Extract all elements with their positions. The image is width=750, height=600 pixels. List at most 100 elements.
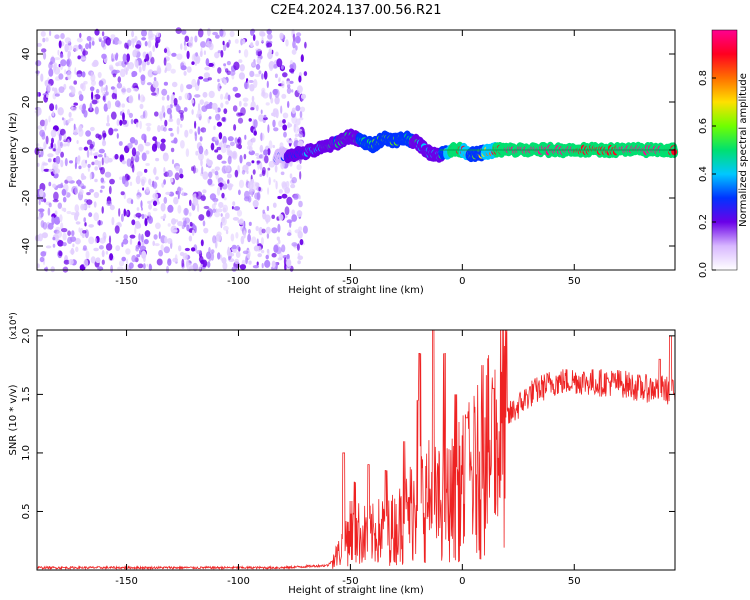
spectrogram-noise-cell xyxy=(185,148,190,158)
spectrogram-noise-cell xyxy=(300,106,306,113)
spectrogram-noise-cell xyxy=(261,87,266,94)
spectrogram-noise-cell xyxy=(250,107,255,111)
spectrogram-noise-cell xyxy=(64,37,72,44)
spectrogram-noise-cell xyxy=(203,205,210,210)
spectrogram-noise-cell xyxy=(279,32,284,40)
spectrogram-noise-cell xyxy=(60,151,64,158)
spectrogram-noise-cell xyxy=(103,103,109,112)
spectrogram-noise-cell xyxy=(122,53,127,63)
spectrogram-noise-cell xyxy=(101,130,107,139)
spectrogram-noise-cell xyxy=(291,107,296,114)
spectrogram-noise-cell xyxy=(38,154,41,158)
spectrogram-noise-cell xyxy=(63,259,70,265)
snr-panel: -150 -100 -50 0 50 0.5 1.0 1.5 2.0 Height of st… xyxy=(8,312,676,596)
spectrogram-noise-cell xyxy=(278,214,284,221)
spectrogram-noise-cell xyxy=(83,80,88,85)
spectrogram-noise-cell xyxy=(298,75,302,83)
spectrogram-noise-cell xyxy=(234,38,239,44)
spectrogram-noise-cell xyxy=(37,125,43,130)
spectrogram-noise-cell xyxy=(183,40,186,47)
spectrogram-noise-cell xyxy=(234,169,239,178)
spectrogram-noise-cell xyxy=(224,212,230,219)
spectrogram-noise-cell xyxy=(283,257,287,267)
spectrogram-noise-cell xyxy=(145,186,150,193)
spectrogram-noise-cell xyxy=(52,148,56,152)
spectrogram-noise-cell xyxy=(50,129,57,138)
spectrogram-panel: -150 -100 -50 0 50 -40 -20 0 20 40 Height of str… xyxy=(8,27,679,296)
snr-x-axis-label: Height of straight line (km) xyxy=(288,585,424,596)
spectrogram-noise-cell xyxy=(163,57,167,66)
spectrogram-noise-cell xyxy=(158,113,164,120)
spectrogram-noise-cell xyxy=(256,57,262,65)
spectrogram-noise-cell xyxy=(51,137,54,144)
spectrogram-noise-cell xyxy=(227,136,234,142)
spectrogram-noise-cell xyxy=(221,257,227,264)
spectrogram-noise-cell xyxy=(191,229,195,236)
spectrogram-noise-cell xyxy=(107,100,112,110)
spectrogram-noise-cell xyxy=(286,258,292,267)
spectrogram-noise-cell xyxy=(51,87,55,92)
spectrogram-noise-cell xyxy=(94,159,100,166)
spectrogram-noise-cell xyxy=(227,179,230,185)
spectrogram-noise-cell xyxy=(194,35,198,43)
spectrogram-noise-cell xyxy=(189,221,193,227)
spectrogram-noise-cell xyxy=(152,181,158,189)
spectrogram-noise-cell xyxy=(74,237,81,245)
spectrogram-noise-cell xyxy=(286,87,292,94)
spectrogram-noise-cell xyxy=(237,138,241,143)
spectrogram-noise-cell xyxy=(76,37,83,43)
spectrogram-noise-cell xyxy=(242,250,249,255)
spectrogram-noise-cell xyxy=(131,219,136,226)
spectrogram-noise-cell xyxy=(195,191,203,200)
spectrogram-noise-cell xyxy=(253,79,258,88)
spectrogram-noise-cell xyxy=(52,110,55,117)
spectrogram-noise-cell xyxy=(186,66,192,73)
snr-multiplier-label: (x10⁴) xyxy=(9,312,19,339)
y-tick-label: 0 xyxy=(21,147,32,153)
spectrogram-noise-cell xyxy=(211,168,216,174)
spectrogram-noise-cell xyxy=(114,100,121,108)
spectrogram-noise-cell xyxy=(54,216,61,225)
spectrogram-noise-cell xyxy=(295,45,298,51)
spectrogram-noise-cell xyxy=(186,84,193,90)
spectrogram-noise-cell xyxy=(117,76,122,83)
spectrogram-noise-cell xyxy=(46,94,49,98)
spectrogram-noise-cell xyxy=(161,105,165,114)
spectrogram-noise-cell xyxy=(252,169,256,175)
spectrogram-noise-cell xyxy=(127,142,133,149)
spectrogram-noise-cell xyxy=(114,54,118,61)
spectrogram-noise-cell xyxy=(251,160,255,164)
spectrogram-noise-cell xyxy=(41,48,47,53)
spectrogram-noise-cell xyxy=(238,179,245,189)
spectrogram-noise-cell xyxy=(214,170,219,176)
spectrogram-noise-cell xyxy=(52,243,56,248)
spectrogram-noise-cell xyxy=(48,181,52,187)
spectrogram-noise-cell xyxy=(291,49,297,55)
spectrogram-noise-cell xyxy=(223,108,228,114)
spectrogram-noise-cell xyxy=(100,85,104,94)
spectrogram-noise-cell xyxy=(74,67,77,75)
spectrogram-noise-cell xyxy=(298,200,303,208)
spectrogram-noise-cell xyxy=(41,232,49,239)
spectrogram-noise-cell xyxy=(232,105,238,112)
spectrogram-noise-cell xyxy=(62,242,67,247)
spectrogram-noise-cell xyxy=(208,171,213,179)
spectrogram-noise-cell xyxy=(252,199,259,208)
spectrogram-noise-cell xyxy=(198,152,204,161)
spectrogram-noise-cell xyxy=(227,146,231,154)
spectrogram-noise-cell xyxy=(105,84,108,92)
spectrogram-noise-cell xyxy=(173,137,178,144)
spectrogram-noise-cell xyxy=(246,170,249,175)
spectrogram-noise-cell xyxy=(119,68,126,78)
spectrogram-noise-cell xyxy=(255,48,262,52)
spectrogram-noise-cell xyxy=(127,39,132,47)
spectrogram-noise-cell xyxy=(223,63,227,67)
spectrogram-noise-cell xyxy=(72,243,75,248)
spectrogram-noise-cell xyxy=(122,176,126,185)
spectrogram-noise-cell xyxy=(270,97,274,104)
spectrogram-noise-cell xyxy=(63,133,67,141)
spectrogram-noise-cell xyxy=(94,237,98,244)
spectrogram-noise-cell xyxy=(186,50,190,60)
spectrogram-noise-cell xyxy=(278,78,281,83)
spectrogram-noise-cell xyxy=(238,218,244,226)
